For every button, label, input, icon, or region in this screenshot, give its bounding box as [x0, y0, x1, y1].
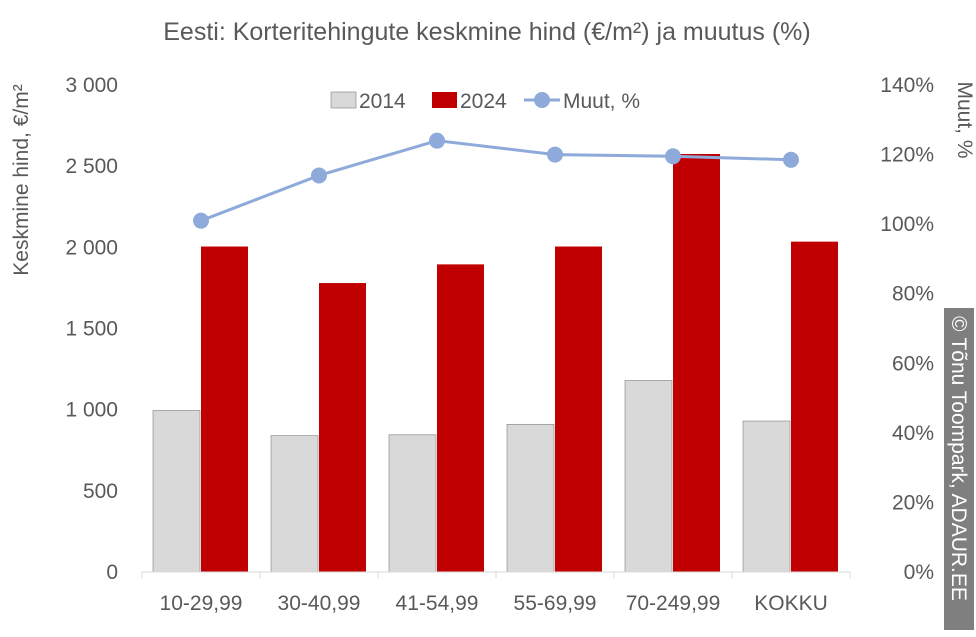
bar-2014-30-40,99	[270, 435, 319, 573]
y-tick-label: 1 000	[65, 399, 118, 422]
y-tick-label: 500	[83, 480, 118, 503]
copyright-symbol: ©	[947, 316, 970, 332]
y2-tick-label: 80%	[892, 283, 934, 306]
legend-label-2014: 2014	[359, 90, 406, 113]
point-muut-55-69,99	[547, 146, 563, 163]
line-muut	[200, 139, 792, 223]
y-axis-ticks: 0 500 1 000 1 500 2 000 2 500 3 000	[65, 74, 118, 584]
bar-2014-KOKKU	[742, 420, 791, 573]
legend-label-2024: 2024	[460, 90, 507, 113]
y-tick-label: 1 500	[65, 318, 118, 341]
x-tick-label: 41-54,99	[396, 592, 479, 615]
chart-title: Eesti: Korteritehingute keskmine hind (€…	[163, 18, 810, 46]
y2-tick-label: 40%	[892, 422, 934, 445]
x-tick-label: 55-69,99	[514, 592, 597, 615]
y2-tick-label: 100%	[880, 213, 934, 236]
x-tick-label: 10-29,99	[160, 592, 243, 615]
x-axis-labels: 10-29,99 30-40,99 41-54,99 55-69,99 70-249,9…	[160, 592, 828, 615]
legend: 2014 2024 Muut, %	[330, 90, 640, 113]
y-tick-label: 3 000	[65, 74, 118, 97]
bar-2014-10-29,99	[152, 410, 201, 573]
point-muut-70-249,99	[665, 148, 681, 165]
watermark-text: © Tõnu Toompark, ADAUR.EE	[947, 316, 970, 601]
watermark-background	[944, 308, 974, 630]
y-axis-title: Keskmine hind, €/m²	[10, 84, 33, 275]
bar-2024-30-40,99	[319, 283, 366, 572]
bar-2024-41-54,99	[437, 264, 484, 572]
bar-2014-41-54,99	[388, 434, 437, 573]
y2-tick-label: 120%	[880, 144, 934, 167]
bar-2024-70-249,99	[673, 153, 720, 572]
x-axis-ticks	[141, 572, 851, 578]
watermark: © Tõnu Toompark, ADAUR.EE	[944, 308, 974, 630]
y2-tick-label: 60%	[892, 352, 934, 375]
bar-2024-55-69,99	[555, 246, 602, 572]
y-tick-label: 2 500	[65, 155, 118, 178]
x-tick-label: 30-40,99	[278, 592, 361, 615]
line-series	[193, 132, 799, 229]
legend-marker-muut	[534, 92, 550, 108]
bar-2014-70-249,99	[624, 380, 673, 573]
point-muut-41-54,99	[429, 132, 445, 149]
legend-label-muut: Muut, %	[563, 90, 640, 113]
legend-swatch-2024	[432, 92, 457, 108]
y2-tick-label: 0%	[904, 561, 934, 584]
y-tick-label: 0	[106, 561, 118, 584]
point-muut-10-29,99	[193, 212, 209, 229]
watermark-credit: Tõnu Toompark, ADAUR.EE	[947, 337, 970, 600]
y2-axis-ticks: 0% 20% 40% 60% 80% 100% 120% 140%	[880, 74, 934, 584]
bar-2024-KOKKU	[791, 241, 838, 572]
point-muut-KOKKU	[783, 151, 799, 168]
y2-axis-title: Muut, %	[953, 81, 976, 158]
point-muut-30-40,99	[311, 167, 327, 184]
legend-swatch-2014	[330, 91, 357, 109]
bar-series	[152, 153, 838, 573]
x-tick-label: 70-249,99	[626, 592, 721, 615]
bar-2024-10-29,99	[201, 246, 248, 572]
y2-tick-label: 140%	[880, 74, 934, 97]
y2-tick-label: 20%	[892, 491, 934, 514]
x-tick-label: KOKKU	[754, 592, 828, 615]
bar-2014-55-69,99	[506, 423, 555, 573]
y-tick-label: 2 000	[65, 236, 118, 259]
